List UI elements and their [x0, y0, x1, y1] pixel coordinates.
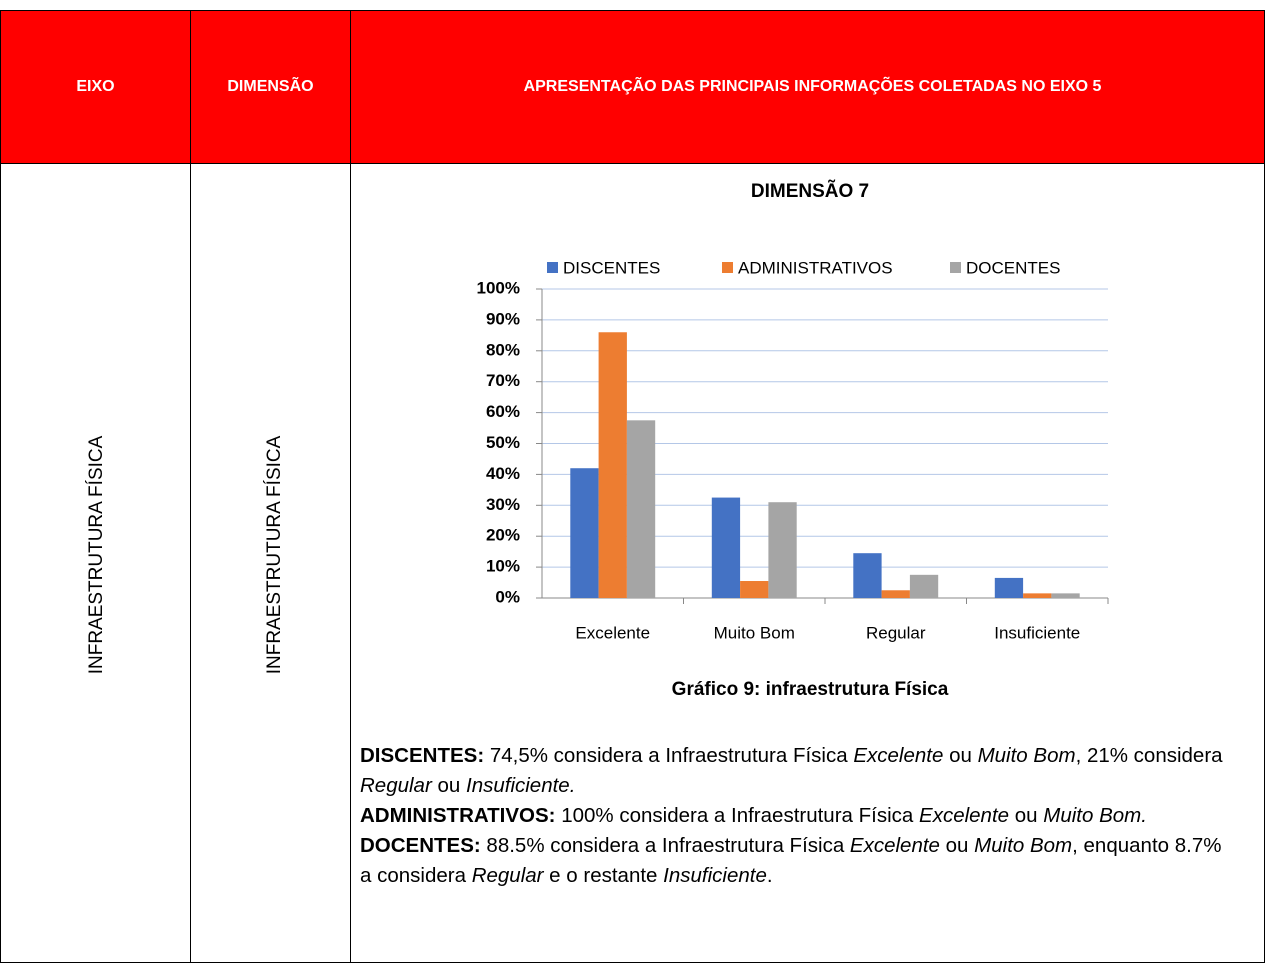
bar	[994, 577, 1024, 598]
paragraph-text: 100% considera a Infraestrutura Física	[555, 804, 920, 827]
chart-caption: Gráfico 9: infraestrutura Física	[672, 679, 949, 700]
paragraph-text: e o restante	[543, 864, 664, 887]
paragraph-label: DOCENTES:	[360, 834, 481, 857]
paragraph-text: , 21% considera	[1075, 744, 1223, 767]
legend-swatch	[950, 262, 961, 273]
paragraph: DOCENTES: 88.5% considera a Infraestrutu…	[360, 831, 1230, 891]
header-cell: DIMENSÃO	[190, 10, 351, 164]
paragraph-text: Muito Bom	[974, 834, 1073, 857]
header-cell: APRESENTAÇÃO DAS PRINCIPAIS INFORMAÇÕES …	[350, 10, 1265, 164]
bar	[909, 574, 939, 598]
bar	[881, 590, 910, 598]
paragraph: ADMINISTRATIVOS: 100% considera a Infrae…	[360, 801, 1230, 831]
y-tick-label: 100%	[477, 278, 520, 297]
paragraph-text: 74,5% considera a Infraestrutura Física	[484, 744, 854, 767]
paragraph-text: Excelente	[849, 834, 940, 857]
paragraphs: DISCENTES: 74,5% considera a Infraestrut…	[360, 741, 1230, 891]
bar	[626, 420, 656, 598]
header-text: APRESENTAÇÃO DAS PRINCIPAIS INFORMAÇÕES …	[523, 78, 1102, 95]
paragraph-text: Muito Bom.	[1043, 804, 1147, 827]
x-tick-label: Muito Bom	[714, 623, 795, 642]
header-text: DIMENSÃO	[227, 78, 314, 95]
bar	[768, 502, 797, 598]
paragraph-text: Regular	[471, 864, 544, 887]
paragraph-text: Insuficiente	[663, 864, 767, 887]
paragraph: DISCENTES: 74,5% considera a Infraestrut…	[360, 741, 1230, 801]
y-tick-label: 40%	[486, 464, 520, 483]
legend-label: ADMINISTRATIVOS	[738, 258, 893, 277]
y-tick-label: 30%	[486, 495, 520, 514]
paragraph-label: DISCENTES:	[360, 744, 485, 767]
bar	[570, 468, 599, 598]
paragraph-label: ADMINISTRATIVOS:	[360, 804, 556, 827]
header-cell: EIXO	[0, 10, 191, 164]
y-tick-label: 0%	[495, 587, 520, 606]
y-tick-label: 50%	[486, 433, 520, 452]
legend-swatch	[547, 262, 558, 273]
y-tick-label: 10%	[486, 557, 520, 576]
paragraph-text: Muito Bom	[977, 744, 1076, 767]
y-tick-label: 20%	[486, 526, 520, 545]
legend-label: DOCENTES	[966, 258, 1060, 277]
legend-label: DISCENTES	[563, 258, 660, 277]
paragraph-text: Insuficiente.	[466, 774, 576, 797]
bar	[1023, 593, 1052, 598]
bar	[853, 553, 882, 598]
y-tick-label: 60%	[486, 402, 520, 421]
paragraph-text: 88.5% considera a Infraestrutura Física	[480, 834, 850, 857]
bar	[711, 497, 741, 598]
paragraph-text: Excelente	[853, 744, 944, 767]
y-tick-label: 70%	[486, 371, 520, 390]
bar	[740, 581, 769, 598]
x-tick-label: Excelente	[575, 623, 650, 642]
bar	[598, 332, 627, 598]
legend-swatch	[722, 262, 733, 273]
paragraph-text: , enquanto 8.7% a considera	[360, 834, 1222, 887]
paragraph-text: .	[766, 864, 773, 887]
paragraph-text: Excelente	[919, 804, 1010, 827]
paragraph-text: ou	[1009, 804, 1044, 827]
x-tick-label: Insuficiente	[994, 623, 1080, 642]
bar	[1051, 593, 1080, 598]
header-text: EIXO	[76, 78, 115, 95]
x-tick-label: Regular	[866, 623, 926, 642]
paragraph-text: ou	[431, 774, 466, 797]
paragraph-text: ou	[943, 744, 978, 767]
paragraph-text: ou	[939, 834, 975, 857]
y-tick-label: 80%	[486, 340, 520, 359]
y-tick-label: 90%	[486, 309, 520, 328]
paragraph-text: Regular	[360, 774, 432, 797]
section-title: DIMENSÃO 7	[751, 180, 869, 202]
